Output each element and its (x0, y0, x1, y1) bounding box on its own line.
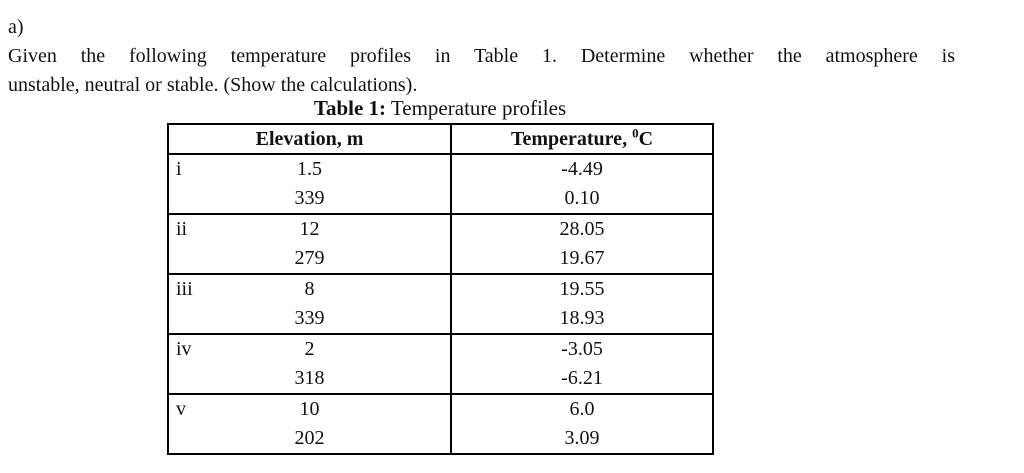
temperature-cell-iv: -3.05 -6.21 (450, 333, 714, 395)
temperature-value: -6.21 (561, 367, 603, 389)
row-label-i: i (176, 158, 182, 180)
row-label-ii: ii (176, 218, 188, 240)
temperature-cell-i: -4.49 0.10 (450, 153, 714, 215)
table-row: v 10 202 6.0 3.09 (167, 393, 714, 455)
row-label-iv: iv (176, 338, 192, 360)
table-caption-title: Temperature profiles (386, 96, 567, 120)
table-row: ii 12 279 28.05 19.67 (167, 213, 714, 275)
row-label-iii: iii (176, 278, 193, 300)
question-item-label: a) (8, 16, 24, 38)
elevation-cell-iv: iv 2 318 (167, 333, 452, 395)
degree-superscript: 0 (632, 125, 639, 141)
elevation-value: 10 (299, 398, 320, 420)
elevation-value: 318 (294, 367, 325, 389)
temperature-value: 28.05 (559, 218, 605, 240)
elevation-cell-i: i 1.5 339 (167, 153, 452, 215)
table-row: iii 8 339 19.55 18.93 (167, 273, 714, 335)
temperature-value: -3.05 (561, 338, 603, 360)
elevation-column-header: Elevation, m (167, 123, 452, 155)
row-label-v: v (176, 398, 186, 420)
temperature-column-header: Temperature, 0C (450, 123, 714, 155)
elevation-value: 2 (304, 338, 315, 360)
elevation-cell-ii: ii 12 279 (167, 213, 452, 275)
temperature-value: 19.55 (559, 278, 605, 300)
elevation-value: 339 (294, 187, 325, 209)
elevation-value: 202 (294, 427, 325, 449)
table-row: i 1.5 339 -4.49 0.10 (167, 153, 714, 215)
temperature-value: 0.10 (564, 187, 600, 209)
elevation-value: 8 (304, 278, 315, 300)
temperature-value: 19.67 (559, 247, 605, 269)
table-header-row: Elevation, m Temperature, 0C (167, 123, 714, 155)
question-text-line2: unstable, neutral or stable. (Show the c… (8, 74, 418, 96)
table-row: iv 2 318 -3.05 -6.21 (167, 333, 714, 395)
elevation-cell-v: v 10 202 (167, 393, 452, 455)
elevation-value: 339 (294, 307, 325, 329)
elevation-value: 1.5 (297, 158, 322, 180)
temperature-cell-ii: 28.05 19.67 (450, 213, 714, 275)
temperature-value: -4.49 (561, 158, 603, 180)
temperature-value: 6.0 (569, 398, 595, 420)
question-paragraph: a) Given the following temperature profi… (8, 13, 992, 100)
elevation-value: 279 (294, 247, 325, 269)
temperature-value: 3.09 (564, 427, 600, 449)
temperature-cell-v: 6.0 3.09 (450, 393, 714, 455)
table-caption: Table 1: Temperature profiles (168, 95, 712, 121)
temperature-value: 18.93 (559, 307, 605, 329)
table-caption-number: Table 1: (313, 96, 387, 120)
elevation-cell-iii: iii 8 339 (167, 273, 452, 335)
question-text-line1: Given the following temperature profiles… (8, 45, 955, 67)
temperature-cell-iii: 19.55 18.93 (450, 273, 714, 335)
temperature-profiles-table: Elevation, m Temperature, 0C i 1.5 339 -… (167, 123, 714, 455)
elevation-value: 12 (299, 218, 320, 240)
question-text: Given the following temperature profiles… (8, 42, 992, 100)
